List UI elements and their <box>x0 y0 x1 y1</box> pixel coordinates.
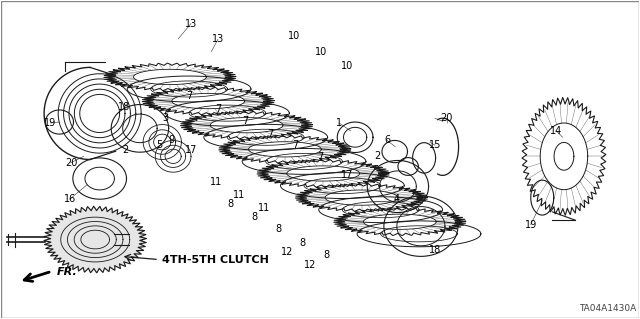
Text: 7: 7 <box>317 152 323 162</box>
Text: 7: 7 <box>292 140 299 150</box>
Text: 11: 11 <box>233 190 245 200</box>
Text: 17: 17 <box>185 145 197 155</box>
Text: 8: 8 <box>323 250 330 260</box>
Text: 8: 8 <box>228 199 234 209</box>
Text: 13: 13 <box>185 19 197 29</box>
Text: 6: 6 <box>384 136 390 145</box>
Text: 12: 12 <box>280 247 293 256</box>
Text: 15: 15 <box>429 140 441 150</box>
Text: 8: 8 <box>299 238 305 248</box>
Text: 10: 10 <box>341 62 353 71</box>
Text: 19: 19 <box>44 118 56 128</box>
Text: 4TH-5TH CLUTCH: 4TH-5TH CLUTCH <box>162 255 269 265</box>
Text: 20: 20 <box>65 158 77 168</box>
Text: TA04A1430A: TA04A1430A <box>579 304 636 313</box>
Text: 19: 19 <box>525 219 537 230</box>
Text: 3: 3 <box>163 113 168 123</box>
Text: 2: 2 <box>374 151 381 161</box>
Text: 13: 13 <box>212 34 224 44</box>
Text: 17: 17 <box>341 170 354 180</box>
Text: 14: 14 <box>550 126 563 136</box>
Text: 11: 11 <box>210 177 222 187</box>
Text: 10: 10 <box>315 47 328 56</box>
Text: 10: 10 <box>289 31 301 41</box>
Text: 9: 9 <box>169 136 175 145</box>
Text: 12: 12 <box>304 260 317 270</box>
Text: 11: 11 <box>258 203 270 213</box>
Text: 7: 7 <box>214 104 221 114</box>
Text: 4: 4 <box>394 194 400 204</box>
Polygon shape <box>44 206 147 273</box>
Text: 5: 5 <box>156 140 162 150</box>
Text: 1: 1 <box>336 118 342 128</box>
Text: 18: 18 <box>118 102 130 112</box>
Text: 8: 8 <box>252 212 258 222</box>
Text: 7: 7 <box>186 91 192 101</box>
Text: 18: 18 <box>429 245 441 255</box>
Text: 7: 7 <box>242 116 248 126</box>
Text: 20: 20 <box>440 113 452 123</box>
Text: 7: 7 <box>267 129 273 139</box>
Text: 2: 2 <box>122 145 129 155</box>
Text: FR.: FR. <box>57 267 77 277</box>
Text: 16: 16 <box>63 194 76 204</box>
Text: 8: 8 <box>275 224 282 234</box>
